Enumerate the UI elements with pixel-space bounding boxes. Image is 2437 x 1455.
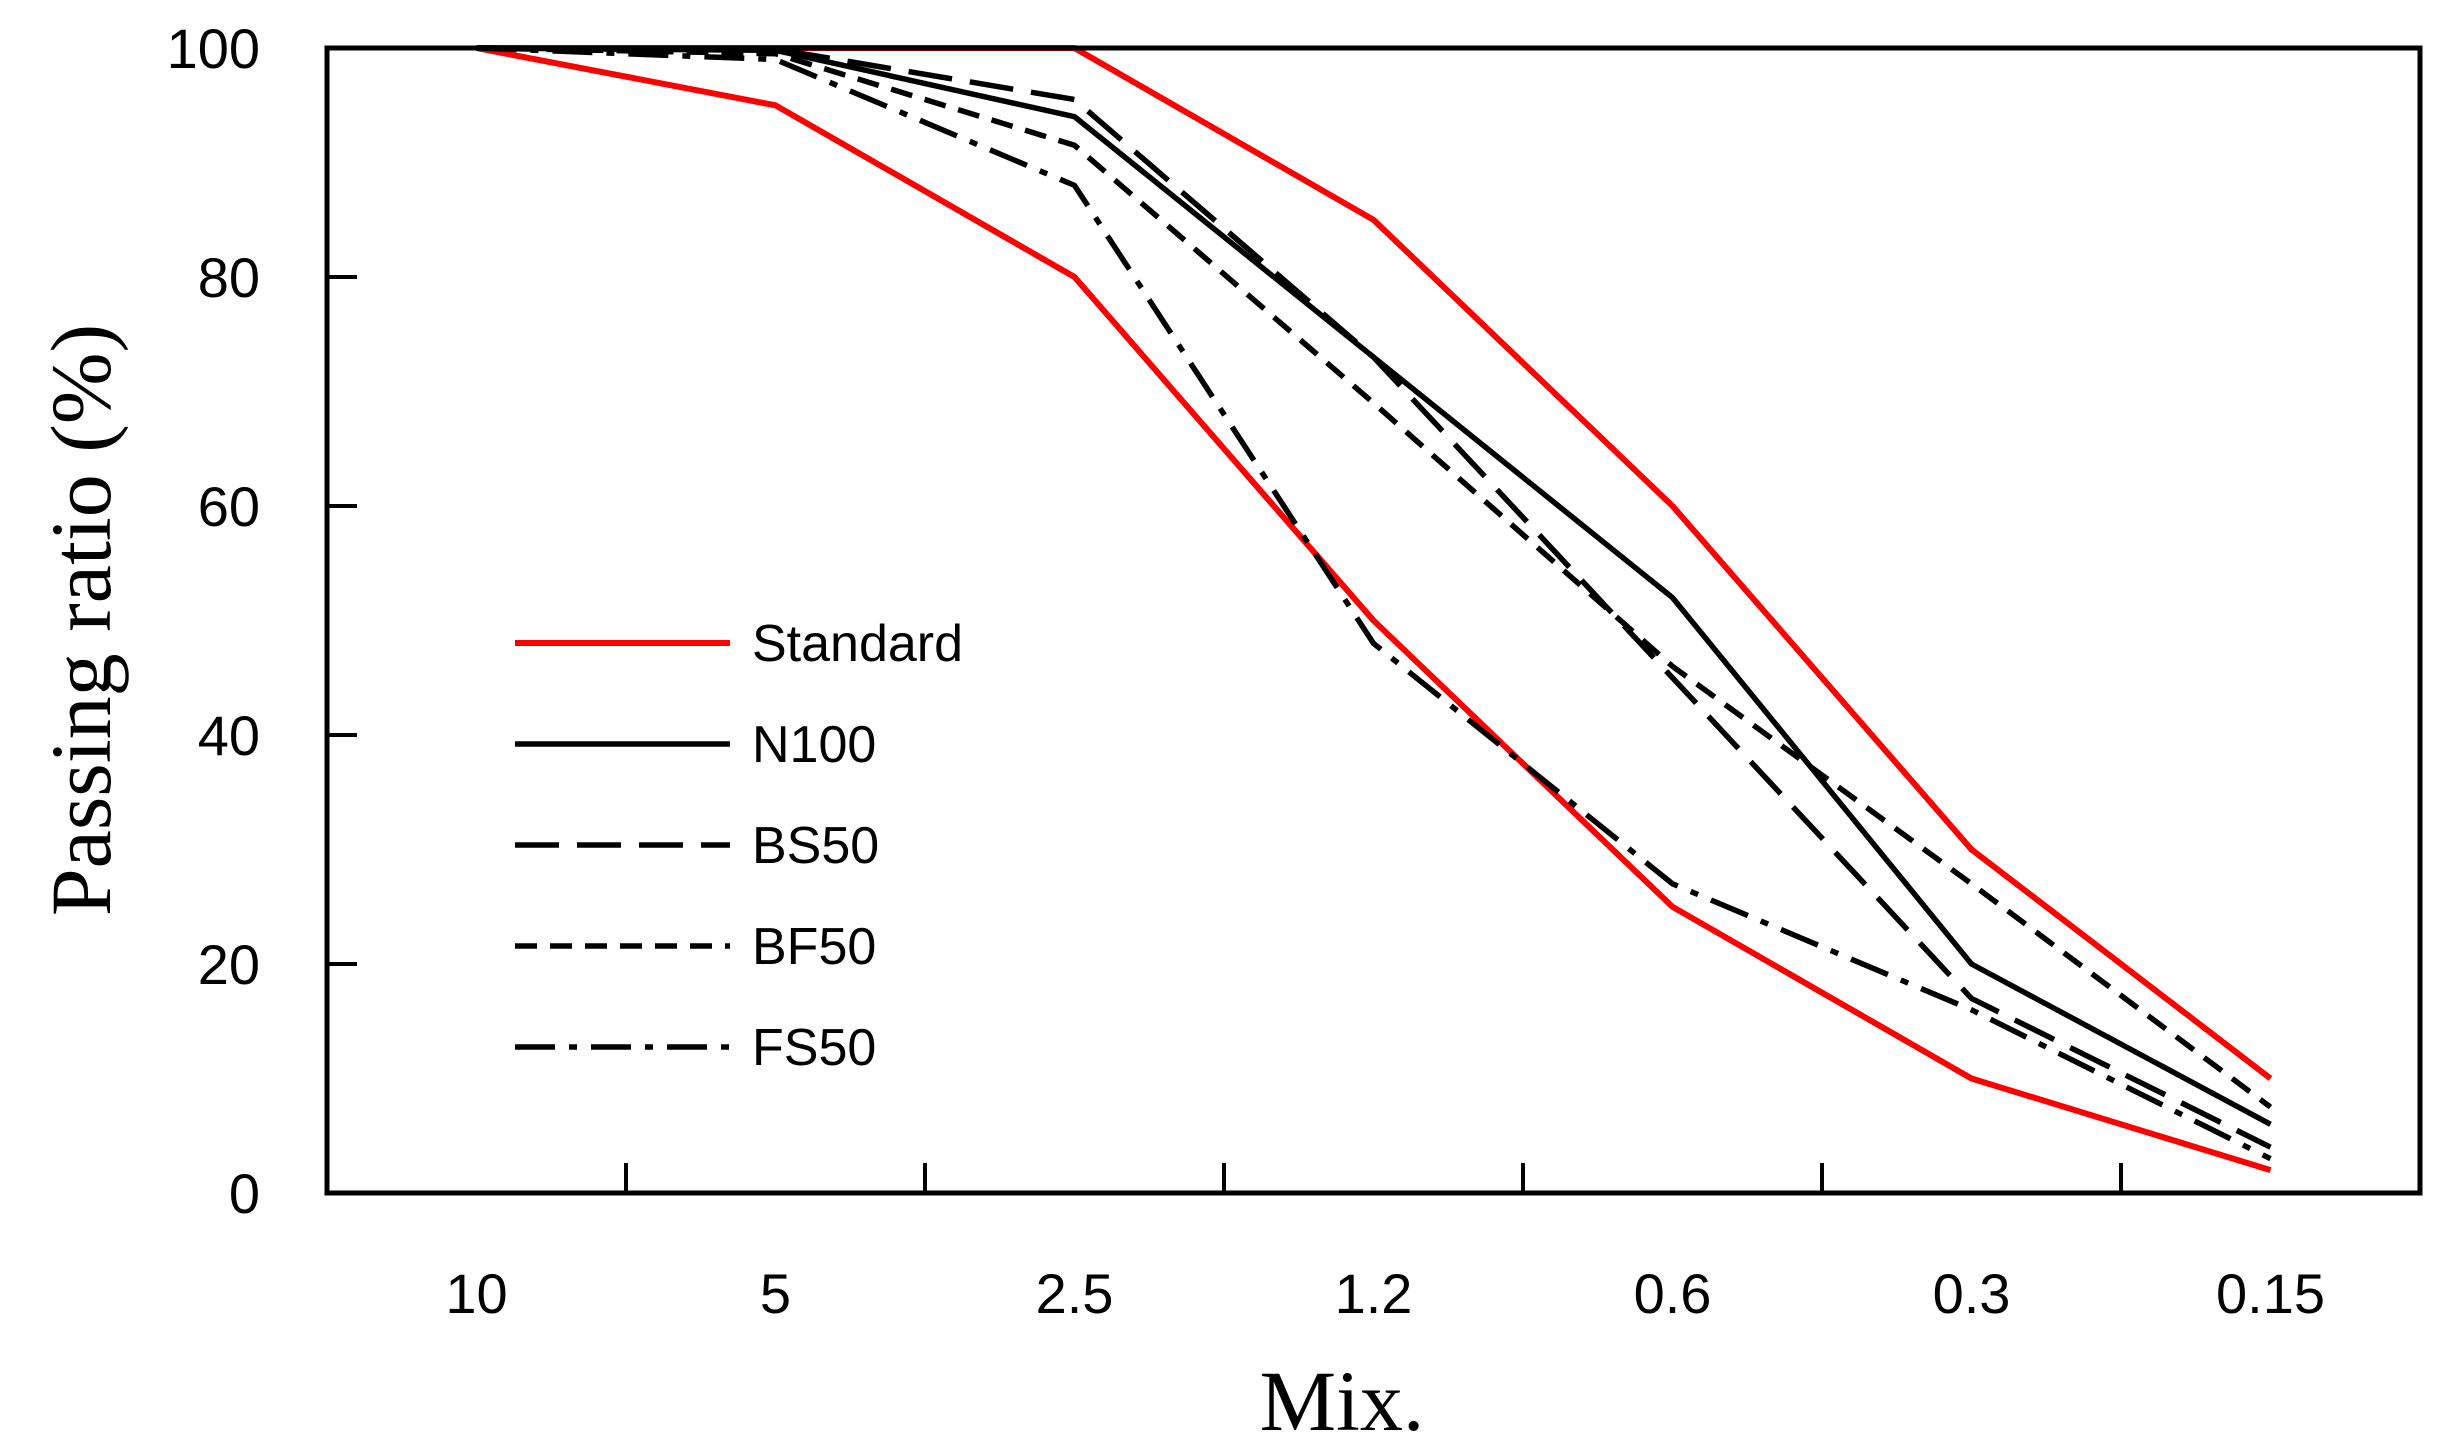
legend-label: N100 xyxy=(752,716,876,774)
y-tick-label: 40 xyxy=(198,704,260,767)
legend-item-fs50: FS50 xyxy=(515,1019,876,1077)
series-line-standard-upper xyxy=(476,45,2273,1081)
series-line-n100 xyxy=(476,45,2272,1127)
legend-item-standard: Standard xyxy=(515,615,963,673)
x-tick-label: 0.3 xyxy=(1933,1262,2011,1325)
ticks-layer: 10 5 2.5 1.2 0.6 0.3 0.15 0 20 40 60 80 100 xyxy=(167,17,2325,1325)
x-tick-label: 1.2 xyxy=(1335,1262,1413,1325)
legend-label: BF50 xyxy=(752,918,876,976)
x-tick-label: 10 xyxy=(445,1262,507,1325)
y-axis-title: Passing ratio (%) xyxy=(33,324,129,916)
legend-item-n100: N100 xyxy=(515,716,876,774)
y-tick-label: 100 xyxy=(167,17,260,80)
x-tick-label: 5 xyxy=(760,1262,791,1325)
legend: Standard N100 BS50 BF50 FS50 xyxy=(515,615,963,1077)
y-tick-label: 0 xyxy=(229,1162,260,1225)
legend-label: Standard xyxy=(752,615,963,673)
x-tick-label: 2.5 xyxy=(1036,1262,1114,1325)
y-tick-label: 60 xyxy=(198,475,260,538)
series-line-standard-lower xyxy=(475,45,2272,1173)
x-axis-title: Mix. xyxy=(1260,1353,1425,1449)
legend-label: BS50 xyxy=(752,817,879,875)
y-tick-label: 80 xyxy=(198,246,260,309)
series-line-fs50 xyxy=(476,45,2272,1162)
series-line-bs50 xyxy=(476,45,2272,1150)
legend-item-bf50: BF50 xyxy=(515,918,876,976)
series-line-bf50 xyxy=(476,45,2273,1110)
x-tick-label: 0.15 xyxy=(2216,1262,2325,1325)
x-tick-label: 0.6 xyxy=(1634,1262,1712,1325)
legend-item-bs50: BS50 xyxy=(515,817,879,875)
legend-label: FS50 xyxy=(752,1019,876,1077)
y-tick-label: 20 xyxy=(198,933,260,996)
plot-frame xyxy=(324,45,2423,1196)
series-layer xyxy=(475,45,2273,1173)
